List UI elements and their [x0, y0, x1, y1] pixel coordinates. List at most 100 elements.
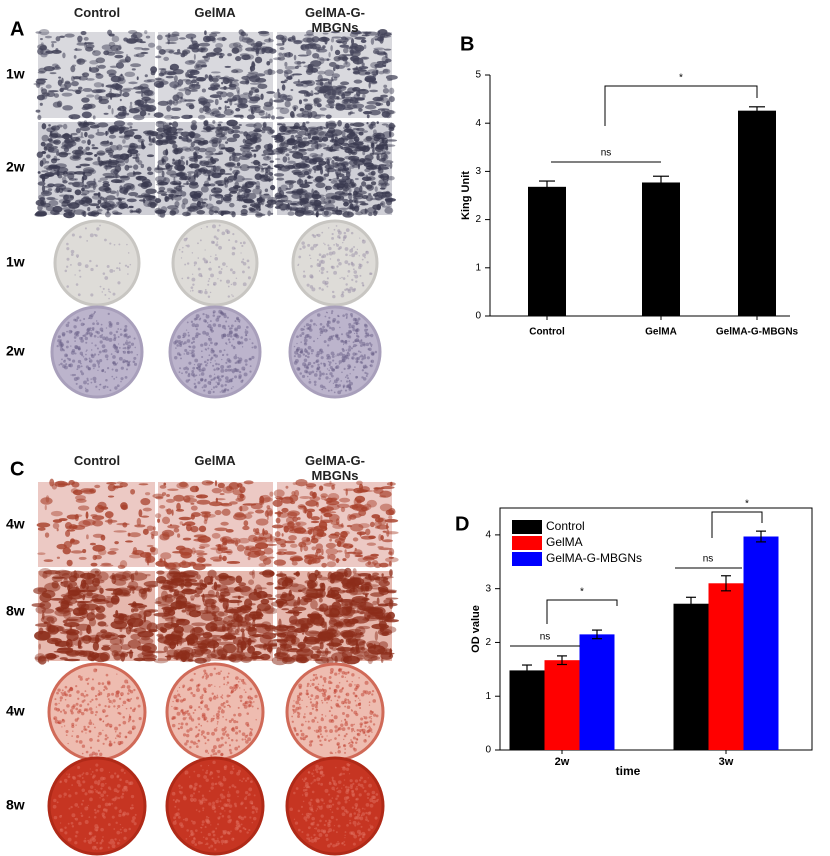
- cell: [217, 482, 225, 489]
- stain-dot: [310, 275, 314, 279]
- cell: [137, 160, 143, 165]
- stain-dot: [65, 354, 68, 357]
- cell: [350, 55, 360, 62]
- cell: [115, 82, 119, 90]
- stain-dot: [299, 334, 303, 337]
- cell: [101, 646, 111, 651]
- stain-dot: [346, 275, 349, 277]
- cell: [371, 80, 378, 84]
- cell: [124, 56, 131, 63]
- cell: [385, 531, 399, 535]
- stain-dot: [313, 380, 317, 384]
- cell: [173, 194, 182, 201]
- cell: [162, 122, 169, 129]
- cell: [62, 52, 66, 59]
- cell: [304, 192, 313, 199]
- stain-dot: [349, 286, 353, 291]
- stain-dot: [347, 384, 351, 389]
- cell: [116, 48, 119, 51]
- stain-dot: [329, 326, 332, 330]
- cell: [83, 121, 96, 126]
- cell: [384, 163, 390, 168]
- stain-dot: [204, 288, 207, 291]
- cell: [352, 537, 359, 542]
- cell: [106, 140, 109, 143]
- cell: [315, 552, 319, 556]
- stain-dot: [232, 270, 236, 275]
- stain-dot: [235, 354, 237, 356]
- stain-dot: [202, 330, 207, 335]
- stain-dot: [126, 335, 130, 339]
- cell: [374, 486, 379, 491]
- cell: [323, 512, 333, 518]
- stain-dot: [60, 362, 63, 366]
- stain-dot: [301, 374, 306, 379]
- cell: [344, 178, 352, 185]
- stain-dot: [115, 346, 119, 349]
- stain-dot: [98, 388, 101, 391]
- stain-dot: [105, 327, 108, 329]
- cell: [43, 146, 48, 151]
- cell: [276, 600, 285, 607]
- cell: [286, 139, 299, 146]
- cell: [128, 580, 139, 590]
- stain-dot: [307, 352, 311, 356]
- cell: [292, 73, 303, 76]
- cell: [296, 188, 304, 195]
- cell: [228, 576, 236, 581]
- cell: [380, 657, 384, 663]
- cell: [331, 159, 335, 165]
- cell: [228, 42, 239, 49]
- cell: [342, 184, 350, 192]
- cell: [307, 128, 319, 131]
- cell: [90, 514, 98, 517]
- cell: [55, 606, 65, 612]
- stain-dot: [313, 373, 318, 377]
- cell: [77, 59, 82, 65]
- cell: [162, 606, 172, 615]
- cell: [159, 558, 163, 563]
- stain-dot: [238, 370, 242, 374]
- cell: [45, 205, 55, 212]
- cell: [51, 483, 58, 490]
- stain-dot: [71, 349, 76, 353]
- stain-dot: [357, 350, 360, 353]
- cell: [355, 31, 363, 35]
- cell: [287, 160, 296, 164]
- cell: [105, 164, 108, 171]
- stain-dot: [321, 372, 325, 376]
- stain-dot: [352, 268, 355, 271]
- cell: [385, 557, 399, 563]
- cell: [211, 532, 221, 539]
- stain-dot: [328, 381, 331, 383]
- cell: [294, 209, 305, 217]
- cell: [173, 527, 180, 533]
- stain-dot: [109, 242, 112, 245]
- cell: [364, 77, 374, 82]
- stain-dot: [200, 275, 203, 278]
- stain-dot: [241, 244, 244, 248]
- cell: [364, 208, 367, 214]
- cell: [134, 195, 147, 198]
- cell: [259, 191, 262, 198]
- cell: [310, 139, 313, 143]
- cell: [177, 651, 188, 657]
- stain-dot: [249, 338, 251, 340]
- stain-dot: [356, 248, 359, 251]
- stain-dot: [195, 386, 197, 388]
- stain-dot: [201, 386, 204, 389]
- stain-dot: [326, 270, 329, 273]
- cell: [230, 537, 241, 545]
- cell: [387, 78, 393, 82]
- cell: [321, 629, 329, 632]
- cell: [235, 614, 243, 623]
- stain-dot: [330, 374, 334, 378]
- cell: [37, 181, 46, 186]
- cell: [144, 552, 152, 559]
- stain-dot: [335, 355, 337, 357]
- stain-dot: [195, 323, 199, 328]
- stain-dot: [309, 328, 313, 332]
- cell: [288, 535, 297, 541]
- cell: [357, 201, 366, 204]
- stain-dot: [105, 378, 108, 382]
